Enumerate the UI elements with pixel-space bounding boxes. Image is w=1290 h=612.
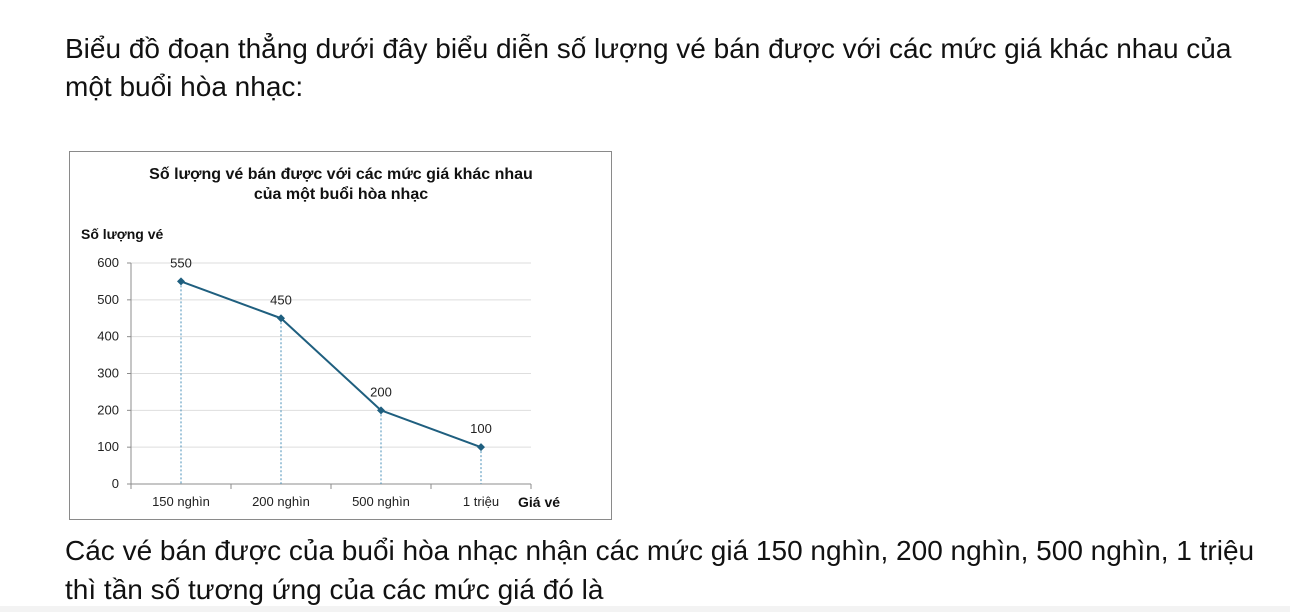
chart-labels: 0 100 200 300 400 500 600 150 nghìn 200 nghìn 500… [97,255,499,509]
y-tick-label-4: 400 [97,329,119,344]
chart-title-line-1: Số lượng vé bán được với các mức giá khá… [149,166,533,183]
y-axis-title: Số lượng vé [81,226,164,242]
y-tick-label-0: 0 [112,476,119,491]
y-tick-label-5: 500 [97,292,119,307]
data-label-2: 200 [370,384,392,399]
y-tick-label-3: 300 [97,366,119,381]
x-tick-label-3: 1 triệu [463,494,499,509]
axes [127,262,532,489]
question-intro: Biểu đồ đoạn thẳng dưới đây biểu diễn số… [65,33,1232,102]
x-tick-label-2: 500 nghìn [352,494,410,509]
y-tick-label-1: 100 [97,439,119,454]
chart-title-line-2: của một buổi hòa nhạc [254,185,428,203]
x-tick-label-0: 150 nghìn [152,494,210,509]
y-tick-label-2: 200 [97,402,119,417]
bottom-divider [0,606,1290,612]
data-point-0 [177,277,185,286]
x-tick-label-1: 200 nghìn [252,494,310,509]
drop-lines [180,281,482,484]
gridlines [131,262,531,448]
line-chart-canvas: Số lượng vé bán được với các mức giá khá… [81,166,560,510]
data-label-1: 450 [270,292,292,307]
data-label-0: 550 [170,255,192,270]
data-markers [177,277,485,452]
y-tick-label-6: 600 [97,255,119,270]
series-line [180,280,482,449]
data-label-3: 100 [470,421,492,436]
data-point-3 [477,443,485,452]
series-line-layer [180,280,482,449]
line-chart: Số lượng vé bán được với các mức giá khá… [69,151,612,520]
x-axis-title: Giá vé [518,494,560,510]
data-point-1 [277,314,285,323]
question-outro: Các vé bán được của buổi hòa nhạc nhận c… [65,535,1255,605]
data-point-2 [377,406,385,415]
